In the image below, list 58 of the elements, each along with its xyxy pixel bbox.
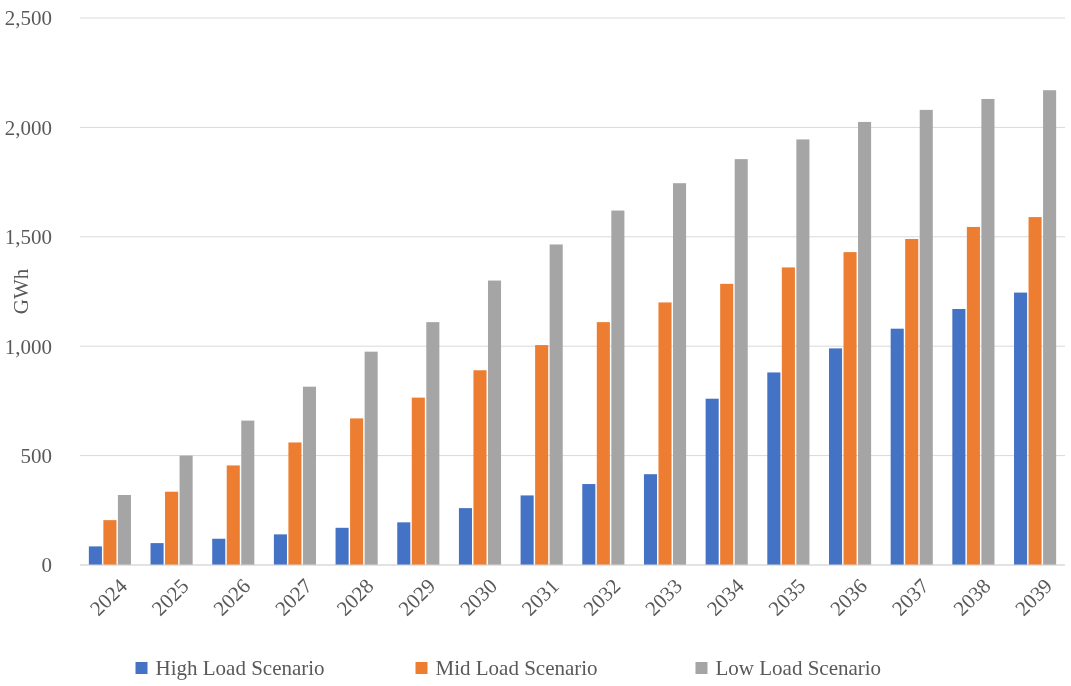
bar	[858, 121, 872, 565]
y-tick-label: 2,500	[4, 6, 52, 31]
bar	[890, 328, 904, 565]
bar	[397, 522, 411, 565]
bar	[458, 508, 472, 565]
bar	[673, 183, 687, 565]
y-tick-label: 500	[20, 443, 52, 468]
bar	[952, 309, 966, 565]
bar	[1028, 217, 1042, 565]
bar	[549, 244, 563, 565]
bar	[117, 494, 131, 565]
y-tick-label: 1,500	[4, 225, 52, 250]
bar	[582, 484, 596, 565]
bar	[426, 322, 440, 565]
bar	[1014, 292, 1028, 565]
bar	[705, 398, 719, 565]
bar	[981, 98, 995, 565]
bar	[658, 302, 672, 565]
bar	[473, 370, 487, 565]
bar	[596, 322, 610, 565]
bar	[241, 420, 255, 565]
bar	[179, 455, 193, 565]
bar	[611, 210, 625, 565]
bar	[767, 372, 781, 565]
y-tick-label: 0	[41, 553, 52, 578]
bar	[720, 283, 734, 565]
y-axis-title: GWh	[9, 268, 33, 315]
y-tick-label: 2,000	[4, 115, 52, 140]
bar	[411, 397, 425, 565]
bar	[88, 546, 102, 565]
bar	[273, 534, 287, 565]
bar	[165, 491, 179, 565]
bar	[302, 386, 317, 565]
bar	[919, 109, 933, 565]
legend-label: Mid Load Scenario	[435, 656, 598, 681]
bar	[350, 418, 364, 565]
bar	[1043, 90, 1057, 565]
legend-label: High Load Scenario	[155, 656, 325, 681]
y-tick-label: 1,000	[4, 334, 52, 359]
bar	[335, 527, 349, 565]
bar	[828, 348, 843, 565]
bar	[781, 267, 795, 565]
bar	[905, 238, 919, 565]
bar	[212, 538, 226, 565]
bar	[487, 280, 502, 565]
bar	[796, 139, 810, 565]
bar	[843, 252, 857, 565]
bar	[364, 351, 378, 565]
bar	[288, 442, 302, 565]
bar	[734, 159, 748, 565]
bar	[535, 345, 549, 565]
bar	[226, 465, 240, 565]
bar	[643, 474, 658, 565]
bar	[520, 495, 534, 565]
bar	[103, 520, 117, 565]
bar	[966, 226, 980, 565]
legend-label: Low Load Scenario	[715, 656, 882, 681]
bar	[150, 543, 164, 565]
